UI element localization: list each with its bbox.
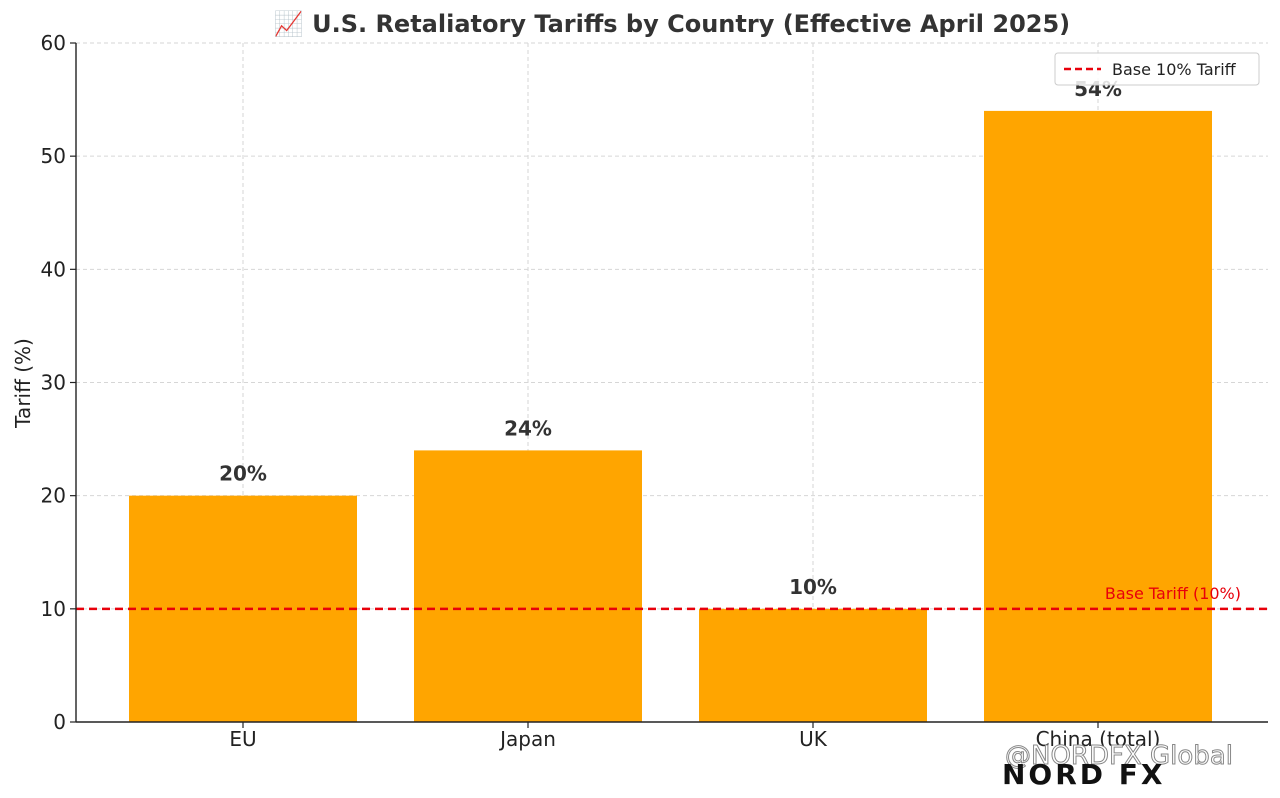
watermark: @NORDFX Global NORD FX [1002, 741, 1233, 792]
x-tick-label: EU [229, 727, 256, 751]
data-label: 20% [219, 462, 267, 486]
chart-title: 📈 U.S. Retaliatory Tariffs by Country (E… [274, 10, 1070, 38]
nordfx-logo: NORD FX [1002, 758, 1166, 791]
bars [129, 110, 1212, 722]
y-tick-label: 20 [41, 484, 66, 508]
base-tariff-annotation: Base Tariff (10%) [1105, 584, 1241, 603]
x-tick-label: UK [799, 727, 828, 751]
bar-china-total [984, 110, 1212, 722]
y-tick-label: 40 [41, 257, 66, 281]
reference-line-group: Base Tariff (10%) [76, 584, 1268, 611]
y-tick-label: 60 [41, 31, 66, 55]
y-tick-labels: 0 10 20 30 40 50 60 [41, 31, 66, 734]
legend-label: Base 10% Tariff [1112, 60, 1237, 79]
data-labels: 20%24%10%54% [219, 77, 1122, 599]
data-label: 10% [789, 575, 837, 599]
y-tick-label: 50 [41, 144, 66, 168]
legend-box [1054, 52, 1260, 86]
x-tick-label: China (total) [1036, 727, 1161, 751]
legend: Base 10% Tariff [1054, 52, 1260, 86]
axes [70, 42, 1268, 728]
watermark-text: @NORDFX Global [1005, 741, 1233, 771]
x-tick-label: Japan [498, 727, 556, 751]
y-axis-label: Tariff (%) [11, 338, 35, 429]
x-tick-labels: EU Japan UK China (total) [229, 727, 1160, 751]
bar-uk [699, 608, 927, 722]
y-tick-label: 30 [41, 371, 66, 395]
y-tick-label: 10 [41, 597, 66, 621]
y-tick-label: 0 [53, 710, 66, 734]
bar-eu [129, 495, 357, 722]
bar-japan [414, 450, 642, 722]
data-label: 24% [504, 416, 552, 440]
